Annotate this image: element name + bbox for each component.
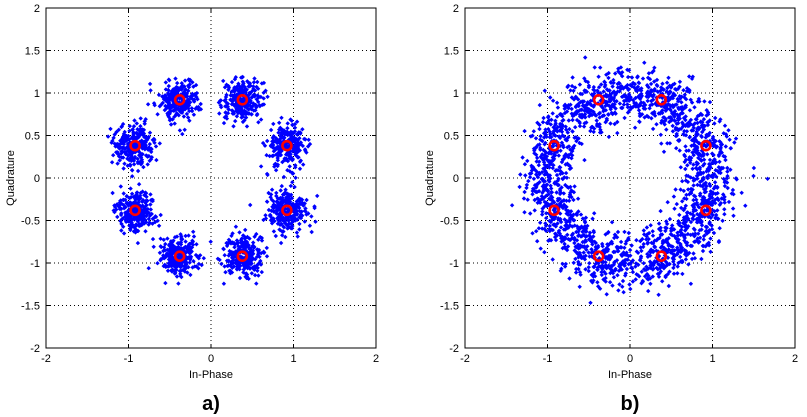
constellation-point (700, 204, 712, 217)
constellation-point (592, 250, 605, 263)
x-axis-label: In-Phase (189, 369, 233, 381)
y-tick-label: 2 (453, 3, 459, 15)
y-tick-label: 2 (34, 3, 40, 15)
x-axis-label: In-Phase (608, 369, 652, 381)
chart-panel-a: -2 -1 0 1 2 2 1.5 1 0.5 0 -0.5 -1 -1.5 -2 In-Phase Q… (5, 3, 379, 415)
constellation-point (548, 204, 560, 217)
x-tick-label: -1 (124, 353, 134, 365)
x-tick-labels: -2 -1 0 1 2 (41, 8, 379, 365)
constellation-point (236, 94, 249, 106)
y-tick-labels: 2 1.5 1 0.5 0 -0.5 -1 -1.5 -2 (440, 3, 795, 355)
panel-label: a) (202, 393, 220, 415)
y-tick-label: -0.5 (440, 216, 459, 228)
scatter-samples (105, 74, 320, 286)
constellation-point (281, 139, 293, 152)
y-tick-label: 1.5 (25, 46, 40, 58)
y-tick-label: 0 (34, 173, 40, 185)
y-axis-label: Quadrature (5, 150, 17, 206)
constellation-point (592, 94, 605, 106)
reference-points (548, 94, 712, 263)
reference-points (129, 94, 293, 263)
constellation-point (655, 94, 668, 106)
chart-panel-b: -2 -1 0 1 2 2 1.5 1 0.5 0 -0.5 -1 -1.5 -2 In-Phase Q… (424, 3, 798, 415)
grid-lines (46, 8, 376, 348)
scatter-samples (509, 55, 770, 305)
scatter-points (105, 74, 320, 286)
x-tick-label: 1 (709, 353, 715, 365)
y-tick-label: -1.5 (440, 301, 459, 313)
x-tick-labels: -2 -1 0 1 2 (460, 8, 798, 365)
constellation-point (548, 139, 560, 152)
panel-label: b) (621, 393, 640, 415)
constellation-point (236, 250, 249, 263)
x-tick-label: -2 (41, 353, 51, 365)
x-tick-label: 0 (208, 353, 214, 365)
y-tick-label: 0.5 (25, 131, 40, 143)
y-tick-label: 1 (453, 88, 459, 100)
constellation-point (700, 139, 712, 152)
x-tick-label: 2 (373, 353, 379, 365)
y-tick-label: -2 (449, 343, 459, 355)
constellation-point (281, 204, 293, 217)
constellation-point (129, 139, 141, 152)
y-tick-label: -1 (30, 258, 40, 270)
x-tick-label: 1 (290, 353, 296, 365)
x-tick-label: -1 (543, 353, 553, 365)
y-tick-label: -1.5 (21, 301, 40, 313)
y-tick-label: -2 (30, 343, 40, 355)
x-tick-label: -2 (460, 353, 470, 365)
constellation-point (173, 250, 186, 263)
y-tick-label: 1 (34, 88, 40, 100)
scatter-points (509, 55, 770, 305)
x-tick-label: 0 (627, 353, 633, 365)
constellation-point (173, 94, 186, 106)
y-tick-label: -0.5 (21, 216, 40, 228)
y-tick-label: -1 (449, 258, 459, 270)
y-tick-label: 1.5 (444, 46, 459, 58)
grid-lines (465, 8, 795, 348)
constellation-point (129, 204, 141, 217)
y-axis-label: Quadrature (424, 150, 436, 206)
constellation-point (655, 250, 668, 263)
y-tick-labels: 2 1.5 1 0.5 0 -0.5 -1 -1.5 -2 (21, 3, 376, 355)
y-tick-label: 0 (453, 173, 459, 185)
x-tick-label: 2 (792, 353, 798, 365)
y-tick-label: 0.5 (444, 131, 459, 143)
